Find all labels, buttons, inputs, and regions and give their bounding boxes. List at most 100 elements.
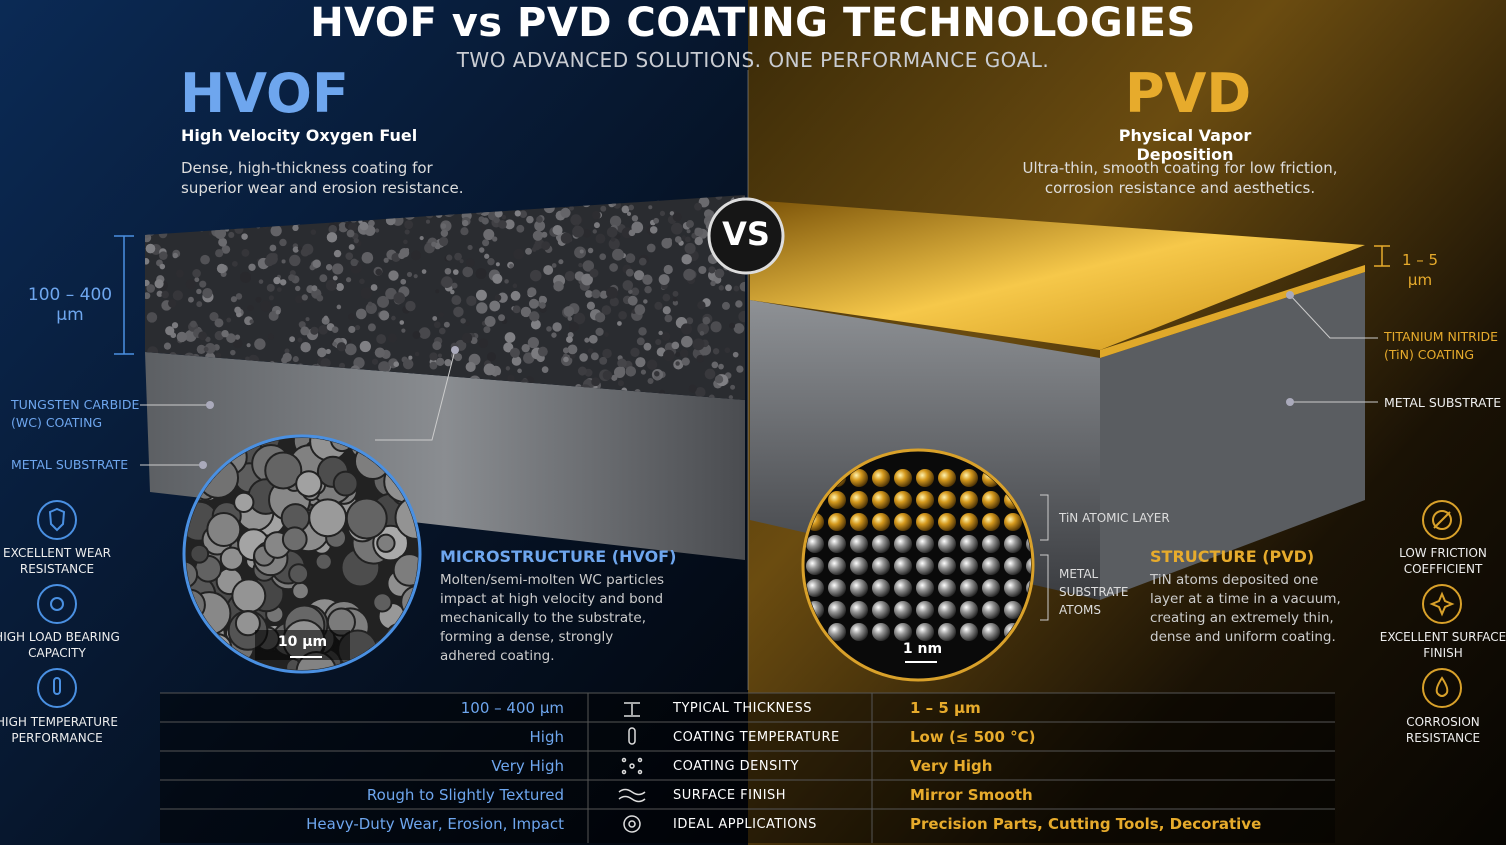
texture	[872, 601, 890, 619]
texture	[606, 226, 618, 238]
hvof-feature: HIGH TEMPERATURE PERFORMANCE	[0, 715, 118, 745]
texture	[421, 269, 427, 274]
texture	[609, 297, 619, 307]
texture	[593, 222, 600, 229]
texture	[938, 491, 956, 509]
texture	[404, 220, 414, 230]
texture	[145, 243, 156, 254]
texture	[872, 491, 890, 509]
texture	[618, 310, 627, 320]
texture	[564, 270, 576, 282]
texture	[647, 378, 654, 385]
texture	[680, 323, 693, 335]
texture	[312, 259, 321, 269]
texture	[316, 294, 324, 302]
hvof-name: HVOF	[180, 62, 349, 125]
texture	[346, 229, 355, 238]
texture	[710, 280, 716, 287]
pvd-value: Low (≤ 500 °C)	[910, 728, 1036, 746]
texture	[265, 252, 278, 265]
texture	[249, 319, 254, 324]
texture	[145, 258, 150, 265]
texture	[292, 246, 299, 253]
texture	[683, 268, 696, 281]
texture	[672, 300, 679, 306]
texture	[196, 301, 203, 308]
texture	[694, 202, 702, 211]
texture	[406, 271, 413, 278]
texture	[206, 512, 242, 547]
texture	[435, 289, 440, 294]
pvd-substrate-label: METAL SUBSTRATE	[1384, 395, 1502, 410]
texture	[359, 340, 371, 353]
texture	[872, 579, 890, 597]
texture	[154, 279, 164, 289]
texture	[541, 366, 549, 373]
texture	[551, 263, 557, 268]
texture	[569, 352, 576, 359]
texture	[692, 338, 705, 351]
texture	[438, 236, 449, 247]
texture	[300, 247, 310, 257]
texture	[333, 249, 342, 258]
texture	[478, 338, 489, 349]
texture	[328, 224, 338, 234]
texture	[688, 384, 697, 393]
texture	[489, 300, 501, 312]
texture	[311, 285, 318, 292]
texture	[319, 274, 328, 283]
pvd-value: 1 – 5 µm	[910, 699, 981, 717]
texture	[432, 316, 438, 321]
texture	[850, 513, 868, 531]
texture	[367, 301, 373, 307]
texture	[221, 245, 231, 254]
texture	[281, 356, 288, 364]
texture	[234, 334, 241, 340]
texture	[393, 292, 406, 304]
texture	[145, 292, 151, 300]
hvof-structure-title: MICROSTRUCTURE (HVOF)	[440, 547, 677, 566]
texture	[850, 601, 868, 619]
texture	[504, 219, 515, 230]
texture	[938, 623, 956, 641]
texture	[214, 227, 227, 240]
texture	[599, 356, 608, 365]
texture	[230, 349, 236, 356]
texture	[241, 233, 248, 240]
texture	[670, 222, 683, 235]
hvof-value: Rough to Slightly Textured	[366, 786, 564, 804]
texture	[938, 601, 956, 619]
texture	[560, 232, 572, 244]
texture	[399, 247, 410, 258]
pvd-structure-text: TiN atoms deposited one layer at a time …	[1150, 572, 1341, 645]
texture	[850, 469, 868, 487]
texture	[592, 229, 597, 234]
texture	[438, 327, 446, 335]
texture	[608, 238, 620, 250]
texture	[482, 239, 490, 247]
texture	[626, 211, 632, 216]
texture	[579, 249, 584, 254]
texture	[563, 356, 569, 363]
texture	[156, 290, 163, 297]
texture	[577, 366, 587, 376]
pvd-full-name: Physical Vapor Deposition	[1118, 126, 1252, 164]
texture	[520, 306, 532, 318]
texture	[495, 375, 501, 380]
texture	[587, 247, 594, 254]
texture	[376, 533, 396, 553]
texture	[806, 557, 824, 575]
texture	[625, 253, 636, 264]
texture	[615, 234, 621, 240]
texture	[686, 220, 694, 228]
texture	[589, 268, 599, 278]
texture	[602, 370, 613, 381]
texture	[613, 366, 626, 378]
texture	[510, 290, 521, 301]
texture	[245, 356, 250, 362]
texture	[279, 238, 287, 247]
texture	[669, 211, 675, 216]
texture	[281, 259, 286, 264]
texture	[710, 321, 722, 333]
texture	[484, 253, 490, 259]
